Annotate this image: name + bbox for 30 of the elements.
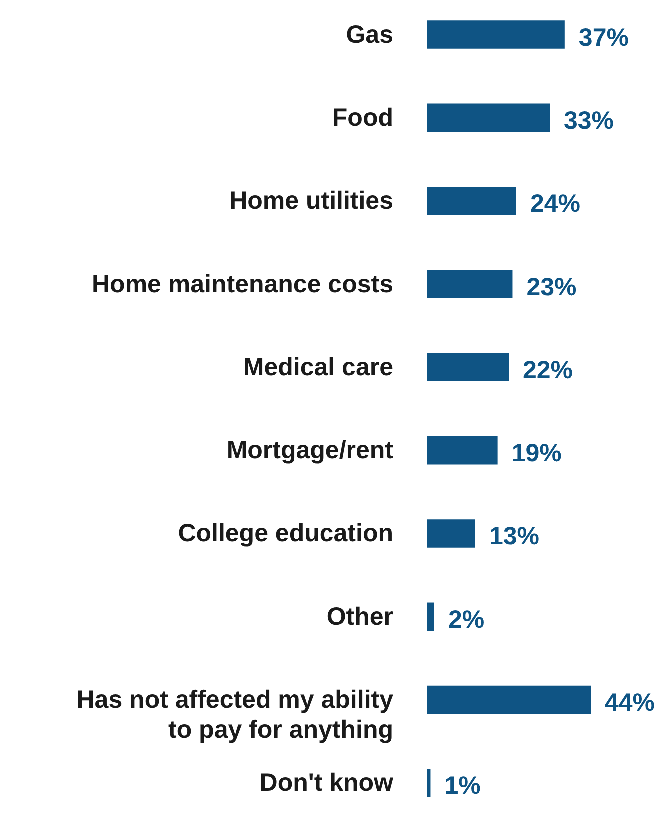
data-label: 19% [512,440,562,468]
data-label: 24% [530,190,580,218]
bar [427,104,550,132]
bar [427,602,434,632]
bar [427,769,431,798]
y-tick-label: Home utilities [230,187,394,216]
y-tick-label: Gas [346,20,394,49]
bar [427,353,509,382]
data-label: 23% [526,273,577,302]
data-label: 37% [578,24,629,52]
data-label: 33% [564,106,614,135]
bar [427,686,591,714]
data-label: 13% [489,522,540,551]
y-tick-label: Has not affected my ability to pay for anything [76,686,394,744]
y-tick-label: Medical care [243,353,394,382]
y-tick-label: Other [326,602,394,631]
data-label: 44% [605,689,656,718]
y-tick-label: Home maintenance costs [92,270,394,298]
data-label: 1% [444,772,481,800]
bar [427,186,516,216]
data-label: 2% [448,606,485,634]
y-tick-label: College education [178,520,394,548]
bar [427,20,565,49]
y-tick-label: Don't know [260,769,394,798]
y-tick-label: Food [332,104,394,132]
y-tick-label: Mortgage/rent [226,436,394,465]
data-label: 22% [523,356,574,384]
bar [427,270,513,298]
bar [427,436,498,465]
bar [427,520,476,548]
